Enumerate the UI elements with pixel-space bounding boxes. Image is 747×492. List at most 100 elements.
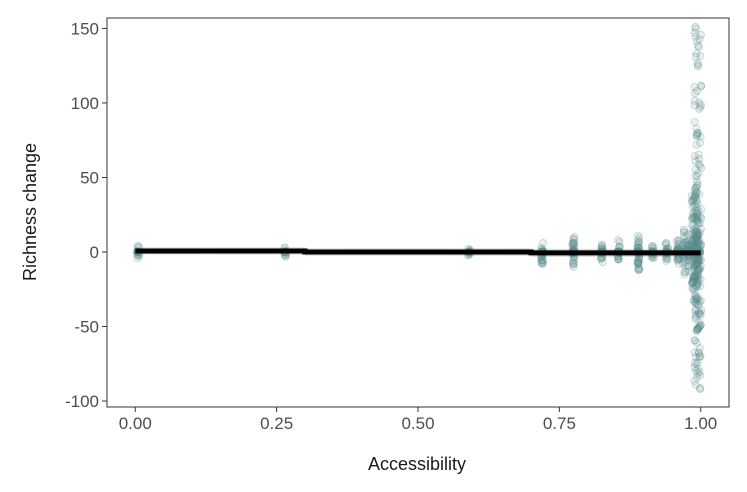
- data-point: [695, 352, 704, 361]
- data-point: [696, 212, 705, 221]
- data-point: [680, 257, 689, 266]
- data-point: [692, 366, 701, 375]
- data-point: [692, 181, 701, 190]
- data-point: [691, 228, 700, 237]
- data-point: [693, 257, 702, 266]
- data-point: [570, 239, 579, 248]
- data-point: [692, 268, 701, 277]
- data-point: [689, 276, 698, 285]
- trend-line-layer: [135, 248, 701, 256]
- data-point: [694, 258, 703, 267]
- data-point: [647, 241, 656, 250]
- data-point: [539, 259, 548, 268]
- data-point: [690, 336, 699, 345]
- data-point: [635, 237, 644, 246]
- data-point: [690, 193, 699, 202]
- data-point: [694, 169, 703, 178]
- data-point: [633, 260, 642, 269]
- data-point: [692, 234, 701, 243]
- data-point: [692, 298, 701, 307]
- y-axis-title: Richness change: [20, 143, 40, 281]
- data-point: [690, 190, 699, 199]
- data-point: [679, 239, 688, 248]
- data-point: [694, 207, 703, 216]
- data-point: [570, 259, 579, 268]
- data-point: [661, 239, 670, 248]
- data-point: [569, 234, 578, 243]
- data-point: [569, 262, 578, 271]
- data-point: [696, 30, 705, 39]
- data-point: [681, 238, 690, 247]
- data-point: [684, 230, 693, 239]
- data-point: [690, 363, 699, 372]
- data-point: [682, 237, 691, 246]
- data-point: [688, 259, 697, 268]
- data-point: [684, 242, 693, 251]
- data-point: [692, 229, 701, 238]
- data-point: [693, 260, 702, 269]
- data-point: [692, 232, 701, 241]
- data-point: [689, 273, 698, 282]
- y-tick-label: -100: [65, 392, 99, 411]
- data-point: [694, 255, 703, 264]
- data-point: [695, 219, 704, 228]
- data-point: [692, 360, 701, 369]
- data-point: [696, 103, 705, 112]
- data-point: [689, 242, 698, 251]
- data-point: [693, 275, 702, 284]
- data-point: [692, 240, 701, 249]
- data-point: [693, 282, 702, 291]
- point-cluster: [613, 236, 624, 264]
- data-point: [689, 235, 698, 244]
- data-point: [537, 259, 546, 268]
- data-point: [691, 236, 700, 245]
- data-point: [693, 199, 702, 208]
- data-point: [694, 266, 703, 275]
- data-point: [694, 323, 703, 332]
- data-point: [691, 165, 700, 174]
- data-point: [680, 233, 689, 242]
- data-point: [696, 132, 705, 141]
- data-point: [691, 228, 700, 237]
- data-point: [635, 264, 644, 273]
- data-point: [597, 243, 606, 252]
- data-point: [696, 352, 705, 361]
- data-point: [693, 258, 702, 267]
- data-point: [694, 275, 703, 284]
- data-point: [697, 164, 706, 173]
- data-point: [539, 256, 548, 265]
- data-point: [598, 241, 607, 250]
- data-point: [681, 232, 690, 241]
- data-point: [633, 236, 642, 245]
- data-point: [695, 264, 704, 273]
- data-point: [692, 227, 701, 236]
- data-point: [696, 310, 705, 319]
- data-point: [569, 239, 578, 248]
- data-point: [693, 180, 702, 189]
- data-point: [681, 258, 690, 267]
- data-point: [687, 196, 696, 205]
- data-point: [614, 255, 623, 264]
- data-point: [695, 236, 704, 245]
- data-point: [696, 371, 705, 380]
- data-point: [692, 295, 701, 304]
- data-point: [694, 264, 703, 273]
- x-tick-label: 0.25: [260, 414, 293, 433]
- data-point: [692, 215, 701, 224]
- data-point: [689, 255, 698, 264]
- data-point: [694, 255, 703, 264]
- data-point: [690, 262, 699, 271]
- data-point: [697, 81, 706, 90]
- data-point: [692, 292, 701, 301]
- data-point: [662, 256, 671, 265]
- data-point: [538, 256, 547, 265]
- data-point: [537, 255, 546, 264]
- data-point: [682, 239, 691, 248]
- data-point: [680, 225, 689, 234]
- data-point: [680, 267, 689, 276]
- data-point: [692, 192, 701, 201]
- data-point: [682, 242, 691, 251]
- y-axis: 150 100 50 0 -50 -100: [65, 19, 107, 411]
